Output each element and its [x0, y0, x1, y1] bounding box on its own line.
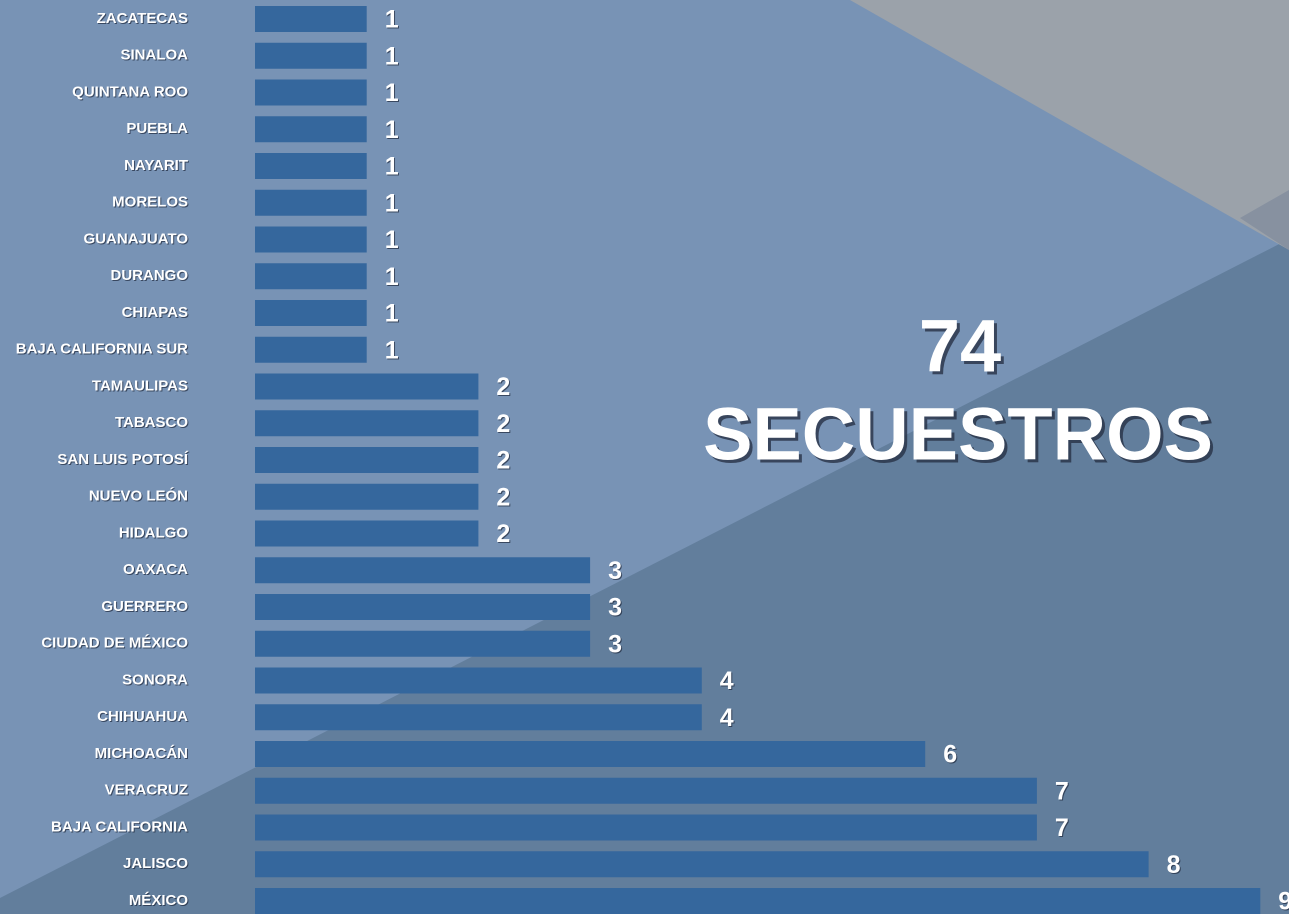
value-label: 1 — [385, 6, 399, 34]
bar — [255, 153, 367, 179]
category-label: BAJA CALIFORNIA SUR — [16, 341, 188, 358]
category-label: CIUDAD DE MÉXICO — [41, 635, 188, 652]
bar — [255, 189, 367, 216]
bar — [255, 741, 926, 767]
category-label: PUEBLA — [126, 120, 188, 137]
value-label: 3 — [608, 630, 622, 658]
value-label: 2 — [496, 447, 510, 475]
bar — [255, 226, 367, 253]
value-label: 1 — [385, 153, 399, 181]
bar — [255, 667, 702, 694]
category-label: TABASCO — [115, 414, 188, 431]
category-label: OAXACA — [123, 561, 188, 578]
bar — [255, 630, 591, 657]
bar — [255, 263, 367, 290]
background-shape — [850, 0, 1289, 250]
value-label: 2 — [496, 520, 510, 548]
value-label: 7 — [1055, 814, 1069, 842]
category-label: NAYARIT — [124, 157, 188, 174]
bar — [255, 557, 591, 584]
value-label: 2 — [496, 373, 510, 401]
bar — [255, 116, 367, 143]
value-label: 7 — [1055, 777, 1069, 805]
category-label: CHIAPAS — [122, 304, 188, 321]
background-shape — [1240, 190, 1289, 250]
category-label: VERACRUZ — [105, 782, 188, 799]
value-label: 1 — [385, 300, 399, 328]
value-label: 6 — [943, 741, 957, 769]
chart-subtitle: SECUESTROS — [703, 393, 1213, 476]
value-label: 2 — [496, 483, 510, 511]
category-label: MÉXICO — [129, 892, 189, 909]
category-label: ZACATECAS — [97, 10, 188, 27]
bar — [255, 336, 367, 363]
bar — [255, 704, 702, 731]
bar — [255, 888, 1261, 914]
bar — [255, 6, 367, 32]
category-label: QUINTANA ROO — [72, 83, 188, 100]
value-label: 1 — [385, 79, 399, 107]
category-label: BAJA CALIFORNIA — [51, 818, 188, 835]
category-label: HIDALGO — [119, 524, 188, 541]
bar — [255, 373, 479, 400]
bar — [255, 300, 367, 326]
category-label: DURANGO — [111, 267, 189, 284]
value-label: 9 — [1278, 888, 1289, 914]
bar — [255, 79, 367, 106]
value-label: 4 — [720, 667, 734, 695]
value-label: 1 — [385, 336, 399, 364]
value-label: 2 — [496, 410, 510, 438]
category-label: SAN LUIS POTOSÍ — [57, 451, 188, 468]
value-label: 1 — [385, 116, 399, 144]
value-label: 3 — [608, 594, 622, 622]
value-label: 1 — [385, 226, 399, 254]
category-label: JALISCO — [123, 855, 188, 872]
value-label: 4 — [720, 704, 734, 732]
chart-title: 74 — [919, 305, 1001, 388]
bar — [255, 42, 367, 69]
bar — [255, 447, 479, 473]
category-label: TAMAULIPAS — [92, 377, 188, 394]
bar — [255, 483, 479, 510]
category-label: CHIHUAHUA — [97, 708, 188, 725]
category-label: SINALOA — [121, 47, 189, 64]
category-label: MICHOACÁN — [95, 745, 188, 762]
value-label: 1 — [385, 42, 399, 70]
bar — [255, 814, 1037, 841]
bar — [255, 520, 479, 547]
value-label: 1 — [385, 189, 399, 217]
category-label: GUERRERO — [101, 598, 188, 615]
bar — [255, 777, 1037, 804]
bar — [255, 410, 479, 437]
category-label: GUANAJUATO — [84, 230, 189, 247]
bar — [255, 594, 591, 620]
value-label: 8 — [1167, 851, 1181, 879]
category-label: NUEVO LEÓN — [89, 487, 188, 505]
value-label: 3 — [608, 557, 622, 585]
value-label: 1 — [385, 263, 399, 291]
category-label: SONORA — [122, 671, 188, 688]
bar — [255, 851, 1149, 878]
category-label: MORELOS — [112, 194, 188, 211]
